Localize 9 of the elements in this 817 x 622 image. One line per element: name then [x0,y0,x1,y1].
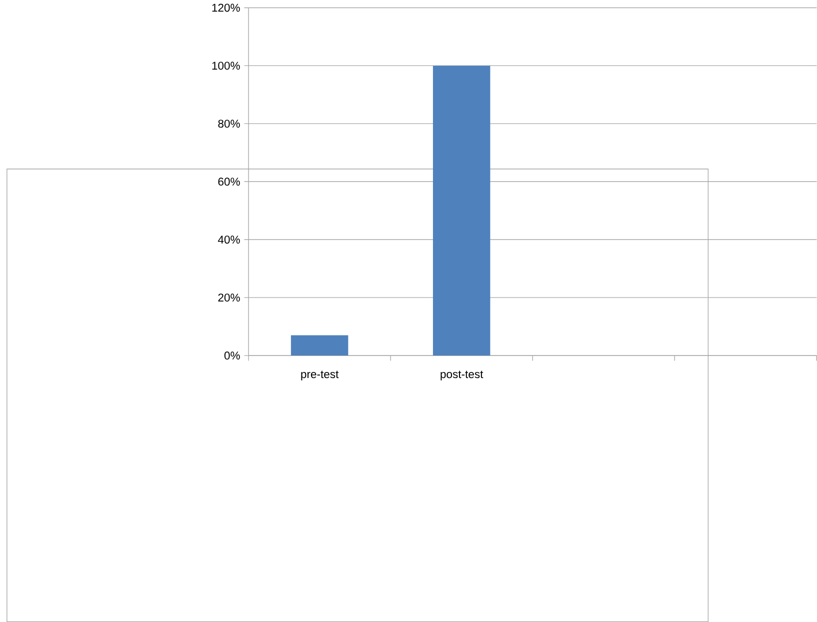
y-tick-label: 100% [212,62,240,70]
x-tick-label: post-test [440,370,484,380]
y-tick-label: 0% [224,351,240,360]
y-tick-label: 40% [218,236,240,244]
y-tick-label: 20% [218,294,240,302]
y-tick-label: 60% [218,178,240,186]
y-tick-label: 120% [212,4,240,12]
y-tick-label: 80% [218,120,240,128]
x-tick-label: pre-test [301,370,339,380]
